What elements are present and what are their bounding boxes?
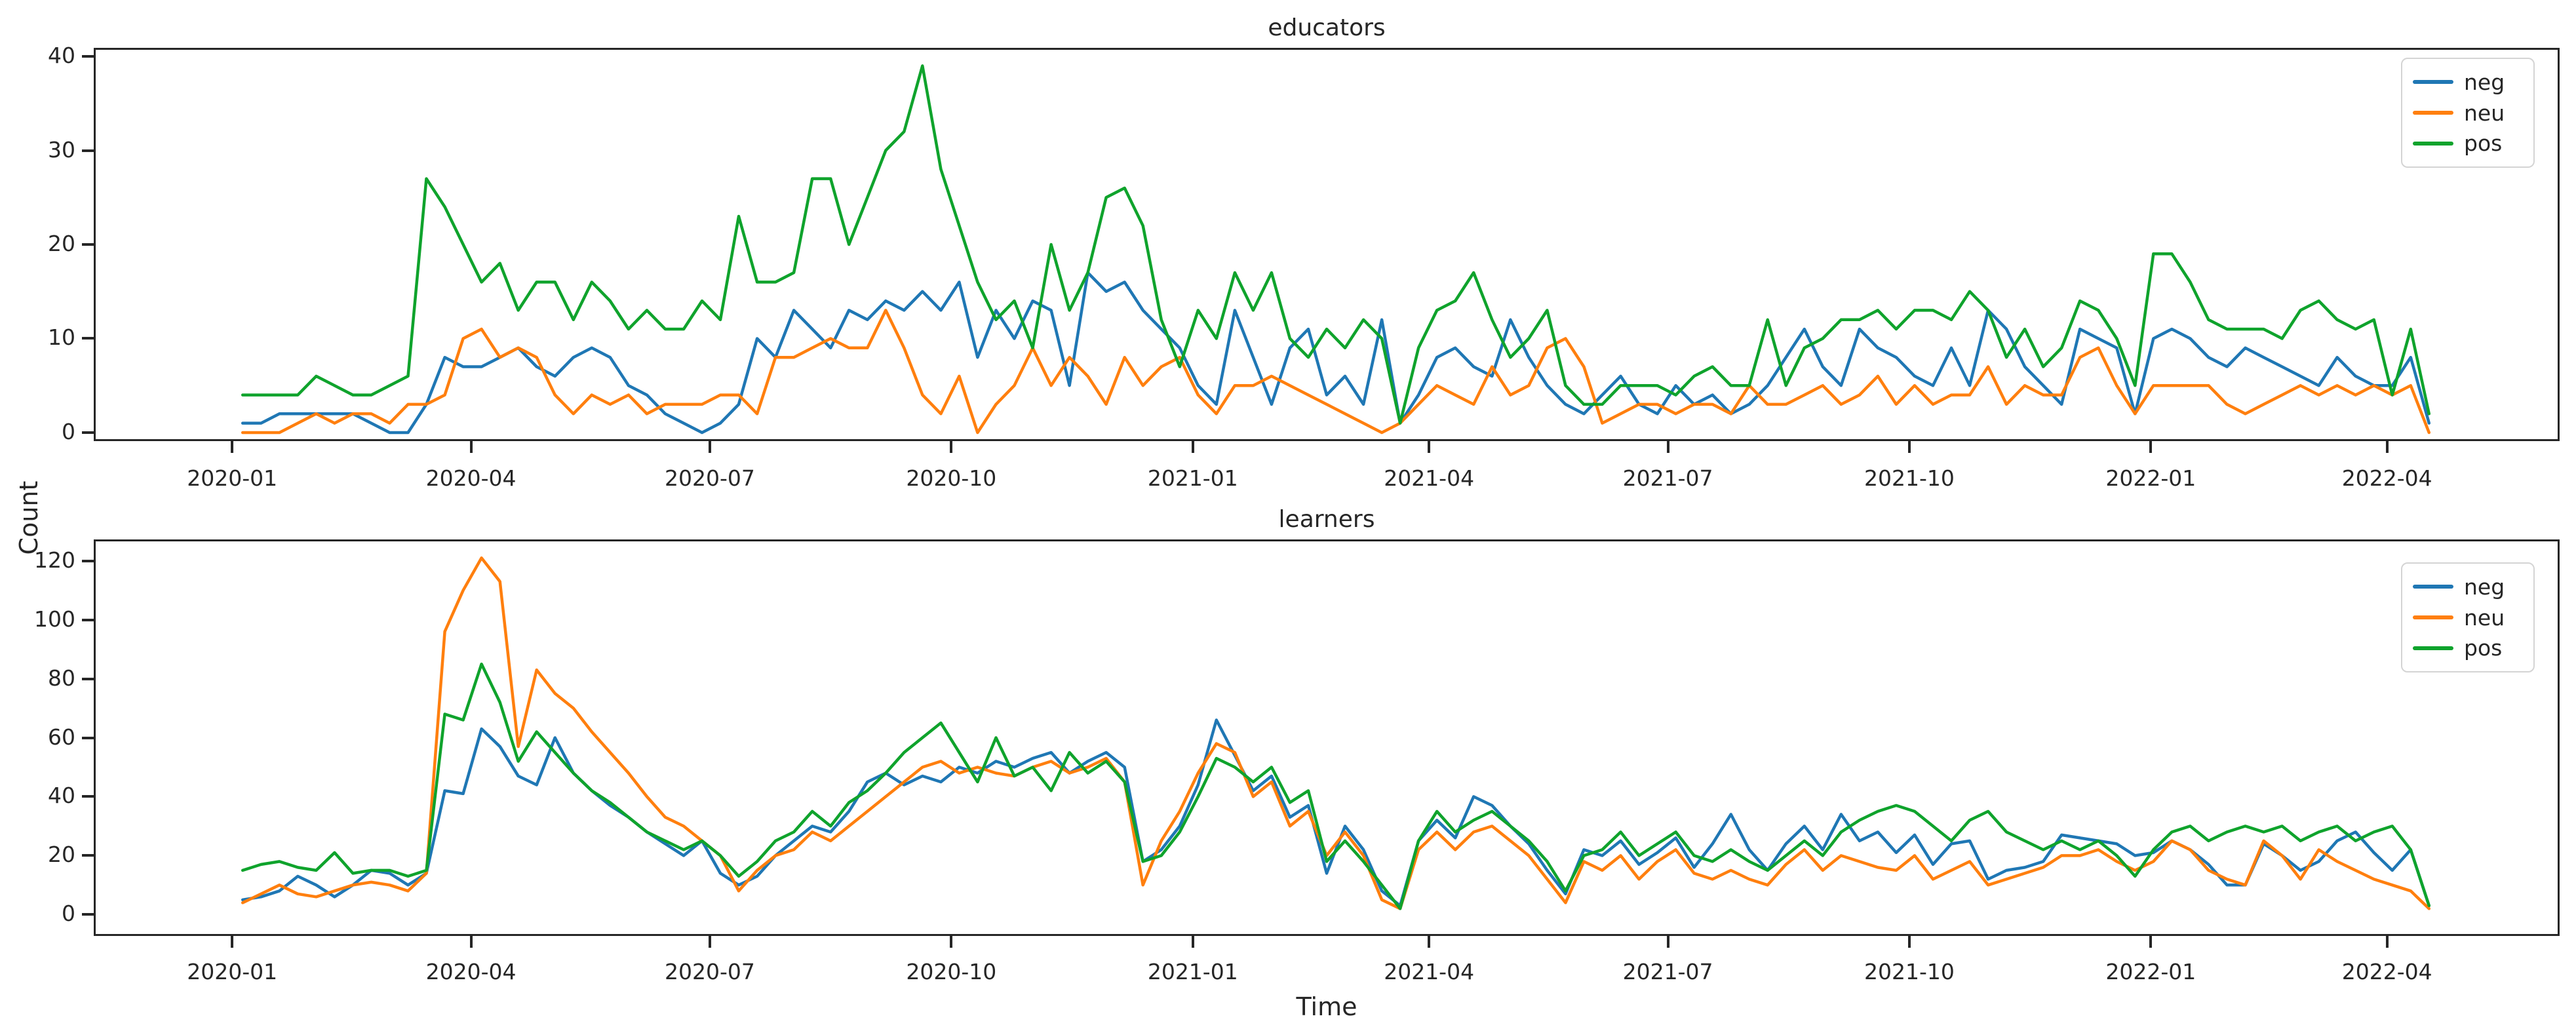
pos-line-swatch bbox=[2413, 141, 2453, 146]
line-neu bbox=[241, 309, 2431, 435]
x-tick bbox=[1191, 441, 1194, 453]
legend-label-pos: pos bbox=[2464, 635, 2503, 661]
x-tick-label: 2020-04 bbox=[425, 959, 517, 984]
x-tick-label: 2021-07 bbox=[1622, 959, 1713, 984]
x-tick bbox=[708, 936, 711, 948]
y-tick-label: 100 bbox=[34, 606, 75, 632]
x-axis-label: Time bbox=[1296, 992, 1357, 1021]
legend-label-pos: pos bbox=[2464, 130, 2503, 157]
x-tick bbox=[231, 936, 234, 948]
legend-label-neg: neg bbox=[2464, 69, 2505, 95]
y-tick-label: 20 bbox=[48, 231, 75, 256]
line-neg bbox=[241, 718, 2431, 908]
x-tick-label: 2020-01 bbox=[187, 465, 278, 491]
x-tick-label: 2021-10 bbox=[1864, 959, 1955, 984]
educators-legend: neg neu pos bbox=[2401, 58, 2535, 168]
neg-line-swatch bbox=[2413, 585, 2453, 589]
y-tick-label: 40 bbox=[48, 43, 75, 69]
legend-item-neu: neu bbox=[2413, 602, 2523, 633]
y-tick bbox=[82, 913, 94, 916]
y-tick-label: 40 bbox=[48, 783, 75, 809]
x-tick-label: 2021-01 bbox=[1147, 959, 1238, 984]
y-tick-label: 0 bbox=[62, 418, 75, 444]
x-tick-label: 2020-04 bbox=[425, 465, 517, 491]
legend-item-neg: neg bbox=[2413, 67, 2523, 98]
x-tick-label: 2020-07 bbox=[665, 959, 755, 984]
y-tick bbox=[82, 243, 94, 246]
y-tick bbox=[82, 618, 94, 621]
x-tick-label: 2020-07 bbox=[665, 465, 755, 491]
x-tick-label: 2021-04 bbox=[1384, 959, 1475, 984]
y-tick bbox=[82, 337, 94, 340]
x-tick bbox=[2385, 441, 2389, 453]
x-tick bbox=[2149, 441, 2153, 453]
y-tick bbox=[82, 559, 94, 562]
y-tick-label: 80 bbox=[48, 665, 75, 691]
y-tick bbox=[82, 795, 94, 798]
x-tick bbox=[1907, 441, 1911, 453]
x-tick-label: 2020-10 bbox=[906, 465, 997, 491]
x-tick bbox=[2149, 936, 2153, 948]
x-tick-label: 2021-10 bbox=[1864, 465, 1955, 491]
x-tick bbox=[469, 441, 473, 453]
y-tick-label: 0 bbox=[62, 901, 75, 927]
legend-item-pos: pos bbox=[2413, 128, 2523, 159]
y-tick-label: 60 bbox=[48, 724, 75, 750]
legend-item-pos: pos bbox=[2413, 632, 2523, 663]
x-tick bbox=[2385, 936, 2389, 948]
x-tick-label: 2022-04 bbox=[2341, 465, 2432, 491]
line-pos bbox=[241, 662, 2431, 910]
legend-label-neu: neu bbox=[2464, 604, 2505, 631]
y-tick-label: 20 bbox=[48, 842, 75, 868]
neu-line-swatch bbox=[2413, 615, 2453, 619]
y-tick bbox=[82, 736, 94, 739]
legend-label-neu: neu bbox=[2464, 100, 2505, 126]
y-tick bbox=[82, 55, 94, 58]
x-tick bbox=[231, 441, 234, 453]
x-tick bbox=[1428, 936, 1431, 948]
x-tick-label: 2021-07 bbox=[1622, 465, 1713, 491]
neg-line-swatch bbox=[2413, 80, 2453, 85]
x-tick bbox=[708, 441, 711, 453]
x-tick-label: 2021-04 bbox=[1384, 465, 1475, 491]
x-tick-label: 2021-01 bbox=[1147, 465, 1238, 491]
legend-label-neg: neg bbox=[2464, 574, 2505, 600]
x-tick-label: 2020-10 bbox=[906, 959, 997, 984]
legend-item-neu: neu bbox=[2413, 98, 2523, 128]
line-pos bbox=[241, 64, 2431, 425]
x-tick bbox=[1191, 936, 1194, 948]
educators-plot-area bbox=[94, 48, 2560, 441]
x-tick-label: 2022-01 bbox=[2105, 465, 2196, 491]
y-tick bbox=[82, 854, 94, 857]
learners-lines bbox=[241, 556, 2431, 910]
x-tick bbox=[950, 936, 953, 948]
x-tick-label: 2022-01 bbox=[2105, 959, 2196, 984]
x-tick-label: 2022-04 bbox=[2341, 959, 2432, 984]
educators-lines bbox=[241, 64, 2431, 435]
educators-title: educators bbox=[1268, 14, 1386, 41]
y-tick bbox=[82, 677, 94, 680]
pos-line-swatch bbox=[2413, 646, 2453, 650]
y-tick bbox=[82, 431, 94, 434]
x-tick bbox=[1666, 441, 1669, 453]
y-tick-label: 10 bbox=[48, 324, 75, 351]
y-tick bbox=[82, 149, 94, 152]
y-tick-label: 120 bbox=[34, 547, 75, 573]
x-tick bbox=[950, 441, 953, 453]
x-tick-label: 2020-01 bbox=[187, 959, 278, 984]
x-tick bbox=[1666, 936, 1669, 948]
legend-item-neg: neg bbox=[2413, 572, 2523, 602]
line-neu bbox=[241, 556, 2431, 910]
learners-title: learners bbox=[1278, 506, 1375, 533]
x-tick bbox=[469, 936, 473, 948]
learners-plot-area bbox=[94, 539, 2560, 936]
neu-line-swatch bbox=[2413, 111, 2453, 115]
learners-legend: neg neu pos bbox=[2401, 562, 2535, 672]
x-tick bbox=[1907, 936, 1911, 948]
y-tick-label: 30 bbox=[48, 136, 75, 163]
x-tick bbox=[1428, 441, 1431, 453]
